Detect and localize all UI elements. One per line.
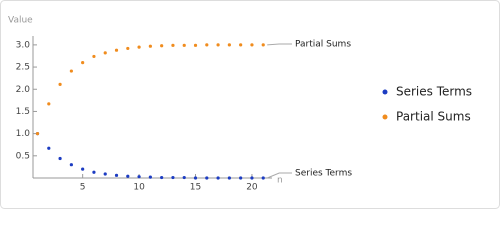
y-tick-label: 2.0 — [16, 85, 31, 95]
point — [81, 167, 85, 171]
point — [126, 174, 130, 178]
point — [81, 61, 85, 65]
x-tick-label: 20 — [246, 183, 258, 193]
y-axis-label: Value — [8, 16, 33, 26]
point — [148, 175, 152, 179]
point — [103, 172, 107, 176]
point — [35, 132, 40, 136]
x-tick-label: 5 — [80, 183, 86, 193]
point — [261, 176, 265, 180]
y-tick-label: 1.0 — [16, 129, 31, 139]
x-axis-label: n — [277, 176, 283, 186]
chart: Value n 0.5 1.0 1.5 2.0 2.5 3.0 5 10 15 20 Series … — [0, 0, 500, 209]
point — [239, 176, 243, 180]
point — [58, 82, 62, 86]
y-tick-label: 0.5 — [16, 151, 30, 161]
legend-marker — [382, 89, 388, 95]
point — [160, 44, 164, 48]
page: {"chart_data": {"type": "scatter", "y_la… — [0, 0, 500, 209]
point — [148, 44, 152, 48]
x-tick-label: 10 — [133, 183, 145, 193]
point — [193, 43, 198, 47]
point — [182, 43, 186, 47]
point — [227, 43, 231, 47]
point — [182, 175, 186, 180]
legend-text: Partial Sums — [396, 110, 471, 124]
callout-label: Series Terms — [295, 169, 352, 179]
point — [227, 176, 231, 180]
y-tick-label: 3.0 — [16, 40, 31, 50]
point — [205, 43, 209, 47]
point — [205, 176, 209, 180]
point — [92, 170, 96, 174]
callout-label: Partial Sums — [295, 40, 351, 50]
point — [171, 175, 175, 180]
point — [126, 46, 130, 51]
point — [137, 45, 141, 49]
legend-text: Series Terms — [396, 85, 472, 99]
callout-line — [267, 172, 292, 179]
point — [250, 43, 254, 47]
callout-line — [267, 43, 292, 46]
point — [69, 69, 73, 73]
point — [239, 43, 243, 47]
point — [193, 176, 198, 180]
frame — [0, 0, 500, 209]
y-tick-label: 2.5 — [16, 63, 30, 73]
point — [69, 163, 73, 167]
point — [114, 48, 119, 52]
point — [216, 43, 220, 47]
point — [261, 43, 265, 47]
point — [160, 175, 164, 180]
point — [114, 173, 119, 177]
point — [216, 176, 220, 180]
point — [250, 176, 254, 180]
legend-marker — [382, 114, 388, 120]
point — [47, 146, 51, 150]
point — [137, 175, 141, 179]
y-tick-label: 1.5 — [16, 107, 30, 117]
point — [47, 102, 51, 106]
point — [92, 54, 96, 59]
x-tick-label: 15 — [190, 183, 201, 193]
point — [103, 51, 107, 55]
point — [171, 43, 175, 47]
point — [58, 156, 62, 161]
